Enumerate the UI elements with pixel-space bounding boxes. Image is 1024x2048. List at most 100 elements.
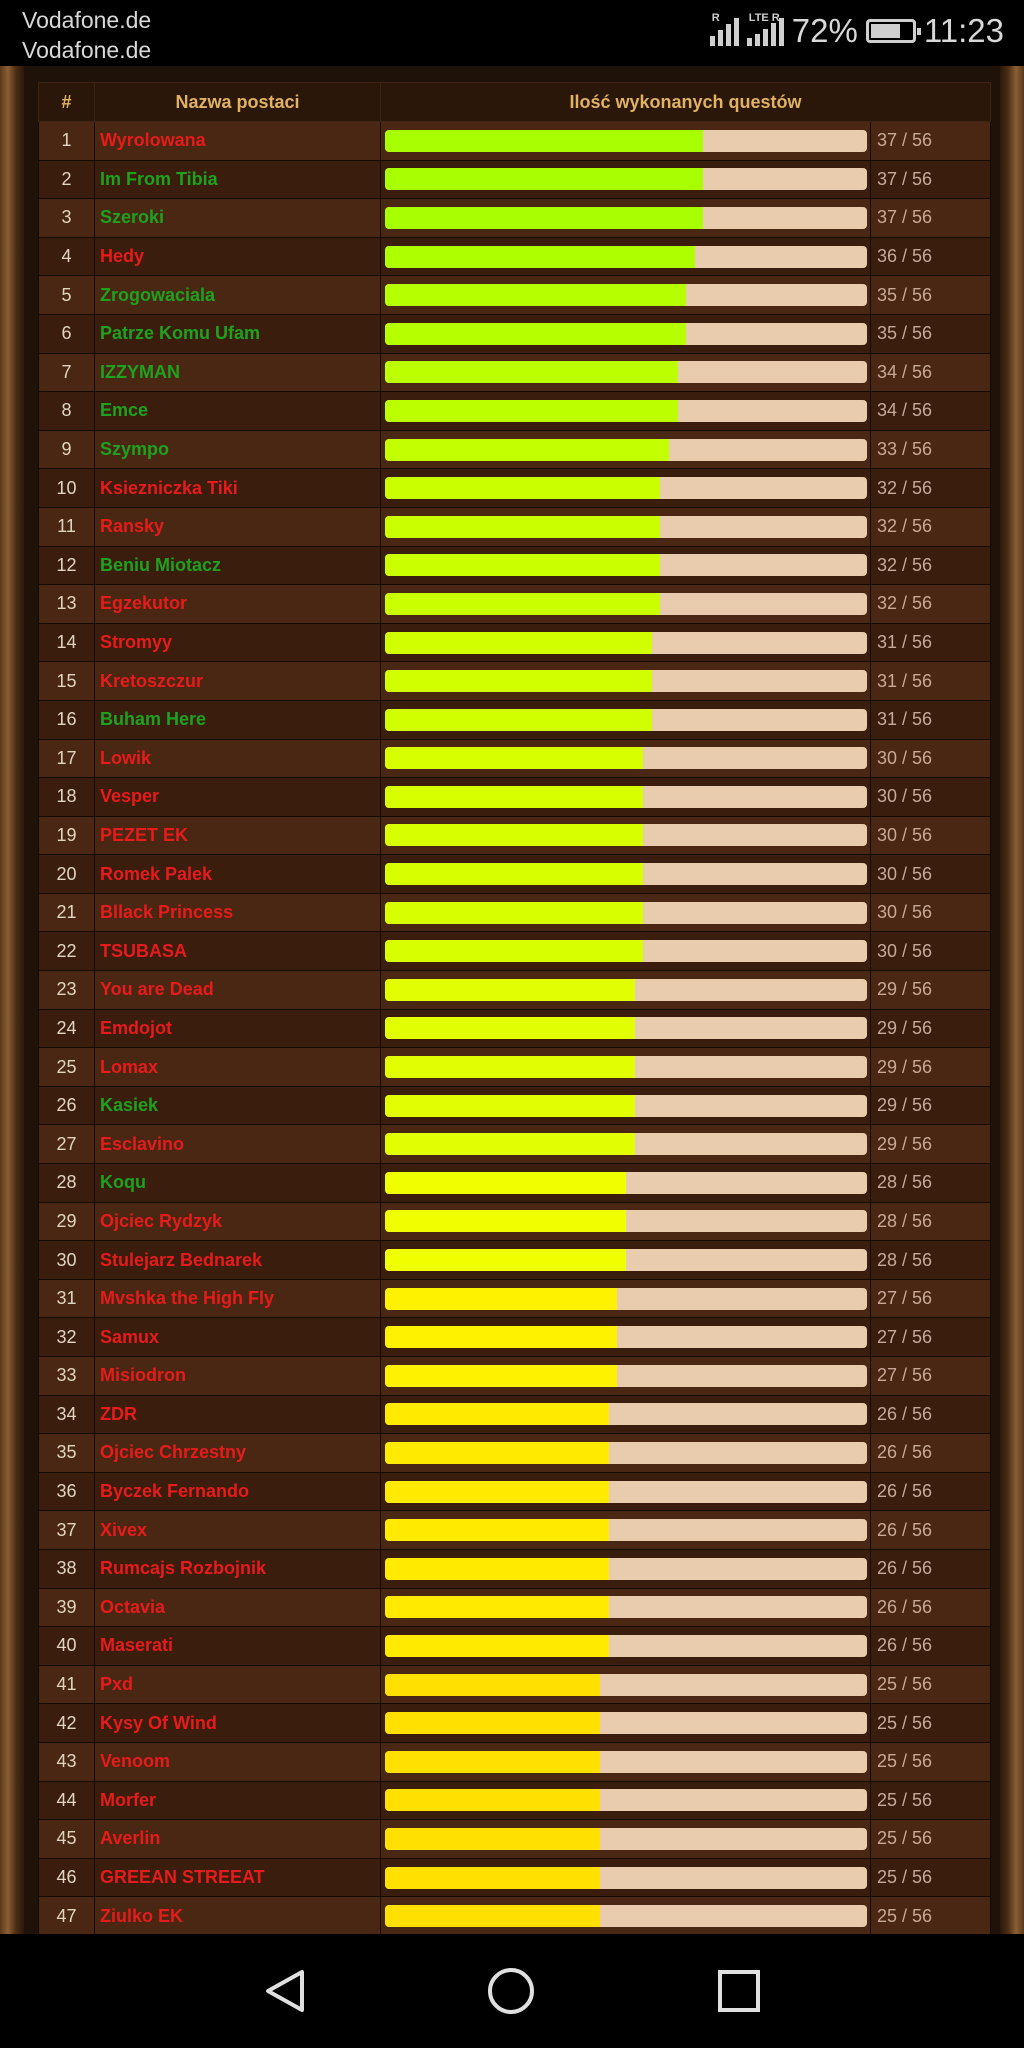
character-name-link[interactable]: Egzekutor bbox=[94, 584, 381, 624]
quest-progress-fill bbox=[385, 1326, 618, 1349]
table-row: 32 Samux 27 / 56 bbox=[38, 1317, 991, 1357]
quest-progress-bar bbox=[385, 901, 867, 924]
character-name-link[interactable]: Kysy Of Wind bbox=[94, 1703, 381, 1743]
quest-progress-fill bbox=[385, 1133, 635, 1156]
character-name-link[interactable]: Vesper bbox=[94, 777, 381, 817]
battery-percent: 72% bbox=[791, 12, 858, 49]
progress-cell bbox=[380, 1047, 871, 1087]
quest-progress-bar bbox=[385, 978, 867, 1001]
character-name-link[interactable]: IZZYMAN bbox=[94, 352, 381, 393]
quest-progress-fill bbox=[385, 1866, 601, 1889]
table-row: 25 Lomax 29 / 56 bbox=[38, 1047, 991, 1087]
rank-cell: 42 bbox=[38, 1703, 95, 1743]
character-name-link[interactable]: Pxd bbox=[94, 1664, 381, 1705]
back-triangle-icon[interactable] bbox=[260, 1966, 310, 2016]
page-content[interactable]: # Nazwa postaci Ilość wykonanych questów… bbox=[0, 66, 1024, 1934]
quest-count: 25 / 56 bbox=[870, 1741, 991, 1782]
character-name-link[interactable]: PEZET EK bbox=[94, 815, 381, 856]
rank-cell: 13 bbox=[38, 584, 95, 624]
quest-progress-bar bbox=[385, 1789, 867, 1812]
quest-count: 25 / 56 bbox=[870, 1703, 991, 1743]
table-frame: # Nazwa postaci Ilość wykonanych questów… bbox=[24, 66, 1000, 1934]
rank-cell: 44 bbox=[38, 1780, 95, 1821]
quest-progress-fill bbox=[385, 245, 695, 268]
quest-progress-bar bbox=[385, 1094, 867, 1117]
rank-cell: 9 bbox=[38, 429, 95, 470]
character-name-link[interactable]: Emce bbox=[94, 391, 381, 431]
character-name-link[interactable]: Venoom bbox=[94, 1741, 381, 1782]
progress-cell bbox=[380, 1124, 871, 1165]
quest-count: 25 / 56 bbox=[870, 1780, 991, 1821]
progress-cell bbox=[380, 970, 871, 1010]
character-name-link[interactable]: ZDR bbox=[94, 1394, 381, 1435]
quest-progress-fill bbox=[385, 1750, 601, 1773]
character-name-link[interactable]: Im From Tibia bbox=[94, 159, 381, 200]
quest-progress-bar bbox=[385, 361, 867, 384]
character-name-link[interactable]: Maserati bbox=[94, 1626, 381, 1666]
character-name-link[interactable]: Ransky bbox=[94, 506, 381, 547]
character-name-link[interactable]: Rumcajs Rozbojnik bbox=[94, 1548, 381, 1589]
character-name-link[interactable]: Xivex bbox=[94, 1510, 381, 1550]
home-circle-icon[interactable] bbox=[486, 1966, 536, 2016]
character-name-link[interactable]: Bllack Princess bbox=[94, 892, 381, 933]
rank-cell: 28 bbox=[38, 1163, 95, 1203]
character-name-link[interactable]: Ojciec Rydzyk bbox=[94, 1201, 381, 1242]
rank-cell: 29 bbox=[38, 1201, 95, 1242]
progress-cell bbox=[380, 121, 871, 161]
character-name-link[interactable]: Esclavino bbox=[94, 1124, 381, 1165]
recent-apps-square-icon[interactable] bbox=[714, 1966, 764, 2016]
character-name-link[interactable]: Stromyy bbox=[94, 622, 381, 663]
character-name-link[interactable]: Koqu bbox=[94, 1163, 381, 1203]
character-name-link[interactable]: Lowik bbox=[94, 738, 381, 779]
character-name-link[interactable]: Romek Palek bbox=[94, 854, 381, 894]
character-name-link[interactable]: Emdojot bbox=[94, 1008, 381, 1049]
signal-strength-icon: R bbox=[709, 12, 739, 46]
quest-progress-bar bbox=[385, 129, 867, 152]
character-name-link[interactable]: Ksiezniczka Tiki bbox=[94, 468, 381, 508]
character-name-link[interactable]: Misiodron bbox=[94, 1356, 381, 1396]
character-name-link[interactable]: Morfer bbox=[94, 1780, 381, 1821]
character-name-link[interactable]: Wyrolowana bbox=[94, 121, 381, 161]
character-name-link[interactable]: Octavia bbox=[94, 1587, 381, 1628]
quest-count: 32 / 56 bbox=[870, 468, 991, 508]
quest-count: 27 / 56 bbox=[870, 1278, 991, 1319]
character-name-link[interactable]: GREEAN STREEAT bbox=[94, 1857, 381, 1898]
character-name-link[interactable]: Kretoszczur bbox=[94, 661, 381, 701]
rank-cell: 12 bbox=[38, 545, 95, 586]
character-name-link[interactable]: You are Dead bbox=[94, 970, 381, 1010]
character-name-link[interactable]: Buham Here bbox=[94, 699, 381, 740]
table-row: 47 Ziulko EK 25 / 56 bbox=[38, 1896, 991, 1934]
progress-cell bbox=[380, 699, 871, 740]
quest-count: 25 / 56 bbox=[870, 1857, 991, 1898]
table-row: 44 Morfer 25 / 56 bbox=[38, 1780, 991, 1821]
rank-cell: 4 bbox=[38, 236, 95, 277]
character-name-link[interactable]: Averlin bbox=[94, 1819, 381, 1859]
character-name-link[interactable]: Lomax bbox=[94, 1047, 381, 1087]
character-name-link[interactable]: Samux bbox=[94, 1317, 381, 1357]
rank-cell: 41 bbox=[38, 1664, 95, 1705]
character-name-link[interactable]: Ojciec Chrzestny bbox=[94, 1433, 381, 1473]
carrier-name-1: Vodafone.de bbox=[22, 7, 152, 33]
progress-cell bbox=[380, 738, 871, 779]
quest-progress-bar bbox=[385, 708, 867, 731]
quest-count: 26 / 56 bbox=[870, 1548, 991, 1589]
character-name-link[interactable]: Stulejarz Bednarek bbox=[94, 1240, 381, 1280]
character-name-link[interactable]: Szympo bbox=[94, 429, 381, 470]
character-name-link[interactable]: Ziulko EK bbox=[94, 1896, 381, 1934]
character-name-link[interactable]: Szeroki bbox=[94, 198, 381, 238]
character-name-link[interactable]: Patrze Komu Ufam bbox=[94, 313, 381, 354]
rank-cell: 31 bbox=[38, 1278, 95, 1319]
character-name-link[interactable]: Beniu Miotacz bbox=[94, 545, 381, 586]
rank-cell: 1 bbox=[38, 121, 95, 161]
quest-count: 31 / 56 bbox=[870, 622, 991, 663]
status-indicators: R LTE R 72% 11:23 bbox=[709, 12, 1004, 50]
character-name-link[interactable]: Mvshka the High Fly bbox=[94, 1278, 381, 1319]
character-name-link[interactable]: Byczek Fernando bbox=[94, 1471, 381, 1512]
quest-count: 29 / 56 bbox=[870, 1085, 991, 1126]
quest-count: 35 / 56 bbox=[870, 275, 991, 315]
table-row: 16 Buham Here 31 / 56 bbox=[38, 699, 991, 740]
character-name-link[interactable]: Hedy bbox=[94, 236, 381, 277]
character-name-link[interactable]: Kasiek bbox=[94, 1085, 381, 1126]
character-name-link[interactable]: TSUBASA bbox=[94, 931, 381, 972]
character-name-link[interactable]: Zrogowaciala bbox=[94, 275, 381, 315]
